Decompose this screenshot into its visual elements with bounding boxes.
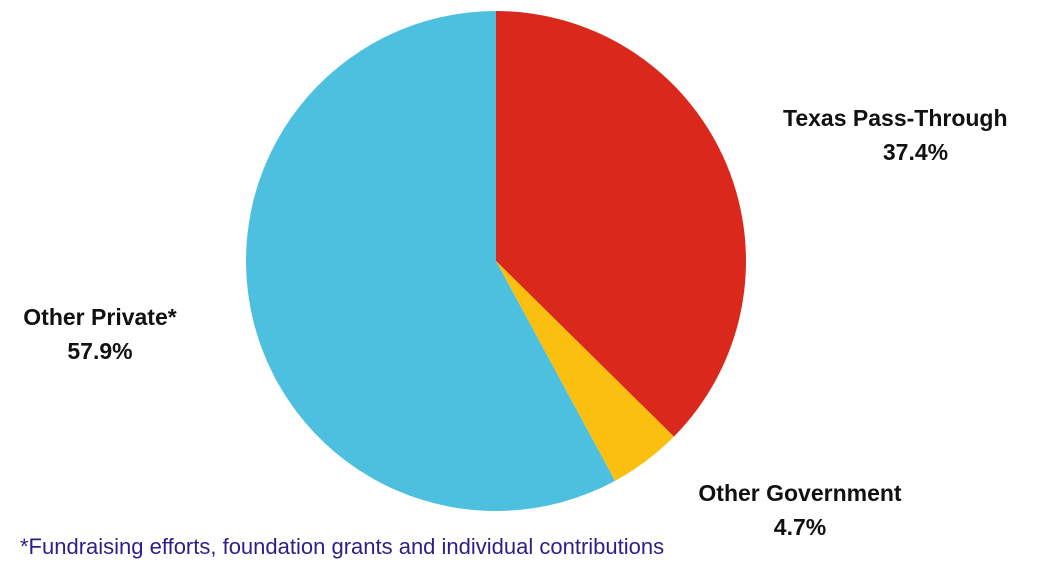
footnote: *Fundraising efforts, foundation grants … [20, 534, 664, 560]
pie-slices [246, 11, 746, 511]
slice-value-texas-pass-through: 37.4% [783, 135, 1048, 169]
slice-label-other-government: Other Government 4.7% [680, 476, 920, 544]
slice-value-other-government: 4.7% [680, 510, 920, 544]
slice-label-other-private: Other Private* 57.9% [0, 300, 200, 368]
slice-name-other-private: Other Private* [0, 300, 200, 334]
slice-name-other-government: Other Government [680, 476, 920, 510]
slice-name-texas-pass-through: Texas Pass-Through [783, 101, 1048, 135]
slice-value-other-private: 57.9% [0, 334, 200, 368]
slice-label-texas-pass-through: Texas Pass-Through 37.4% [783, 101, 1048, 169]
